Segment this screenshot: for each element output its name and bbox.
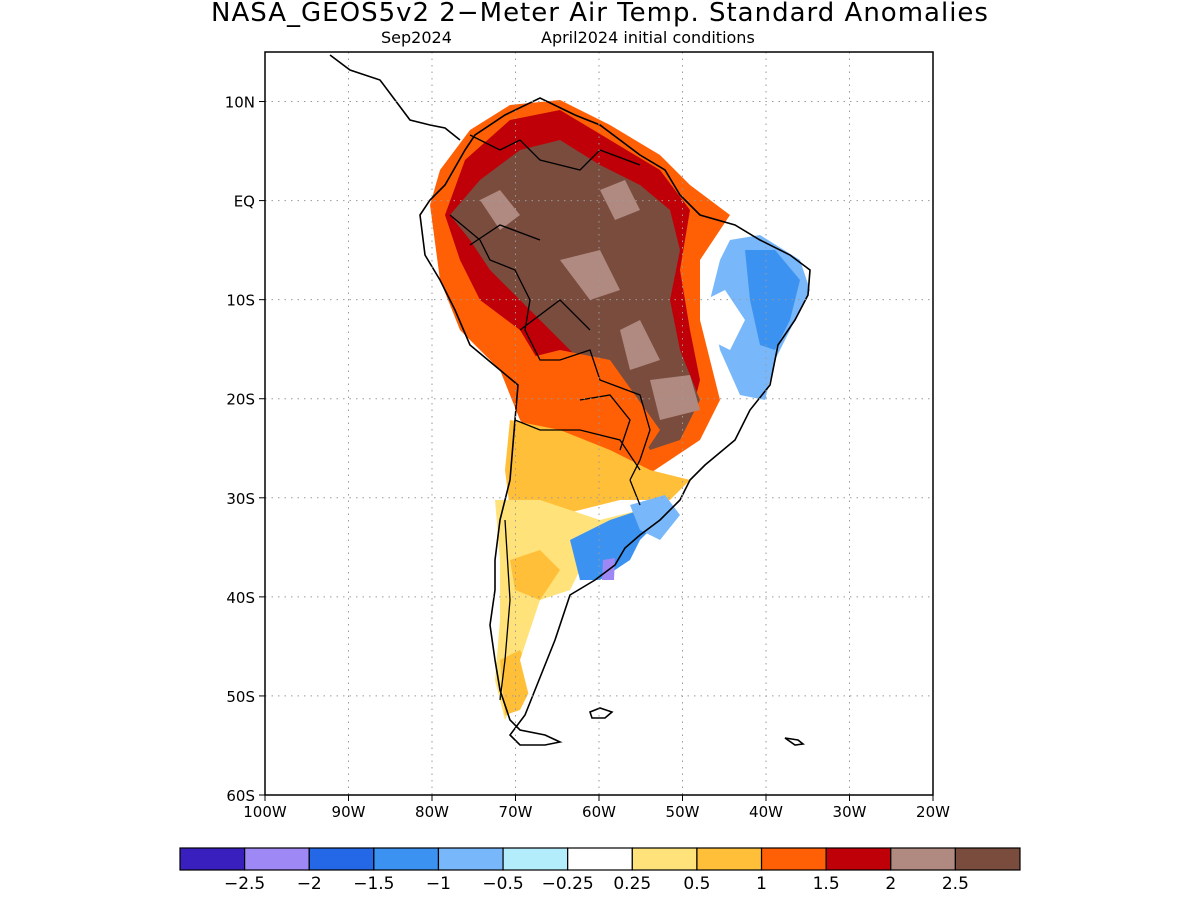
colorbar-label: −0.25 (541, 874, 594, 894)
colorbar-label: 2.5 (941, 874, 969, 894)
country-borders (449, 134, 651, 701)
graticule (265, 52, 933, 795)
colorbar-label: 0.5 (683, 874, 711, 894)
lat-tick-label: EQ (234, 193, 255, 211)
lon-tick-label: 60W (582, 803, 616, 821)
colorbar-swatch (244, 847, 310, 871)
lat-tick-label: 10S (226, 292, 255, 310)
colorbar-swatch (890, 847, 956, 871)
colorbar-label: 2 (885, 874, 897, 894)
lat-tick-label: 50S (226, 688, 255, 706)
colorbar-label: −1 (425, 874, 451, 894)
lat-tick-label: 20S (226, 391, 255, 409)
valid-month: Sep2024 (381, 28, 452, 47)
colorbar-swatch (437, 847, 504, 871)
axis-ticks: 100W 90W 80W 70W 60W 50W 40W 30W 20W 10N EQ 10S 20S 3… (225, 94, 950, 821)
anomaly-region-blue-uruguay (630, 495, 680, 540)
anomaly-field-layer (430, 100, 810, 720)
colorbar-swatch (373, 847, 440, 871)
colorbar-label: 0.25 (613, 874, 652, 894)
anomaly-region-white-northeast (705, 290, 745, 350)
colorbar-swatch (502, 847, 569, 871)
lon-tick-label: 30W (833, 803, 867, 821)
lon-tick-label: 70W (499, 803, 533, 821)
colorbar (179, 847, 1021, 871)
lat-tick-label: 40S (226, 589, 255, 607)
colorbar-swatch (631, 847, 698, 871)
anomaly-region-amber-subtropics (505, 420, 690, 520)
anomaly-region-blue-pampas (570, 510, 660, 580)
colorbar-swatch (567, 847, 633, 871)
colorbar-swatch (825, 847, 892, 871)
lon-tick-label: 50W (666, 803, 700, 821)
lon-tick-label: 80W (415, 803, 449, 821)
south-america-coastline (419, 97, 811, 746)
coastline-layer (329, 54, 811, 746)
lon-tick-label: 100W (243, 803, 287, 821)
colorbar-label: −2.5 (223, 874, 266, 894)
lat-tick-label: 60S (226, 787, 255, 805)
lon-tick-label: 20W (916, 803, 950, 821)
colorbar-label: −1.5 (353, 874, 395, 894)
central-america-coastline (329, 54, 461, 141)
initial-conditions: April2024 initial conditions (541, 28, 755, 47)
colorbar-swatch (760, 847, 827, 871)
colorbar-label: 1.5 (812, 874, 840, 894)
lon-tick-label: 90W (332, 803, 366, 821)
colorbar-swatch (696, 847, 763, 871)
lat-tick-label: 30S (226, 490, 255, 508)
colorbar-label: 1 (756, 874, 767, 894)
falkland-islands (589, 707, 614, 719)
colorbar-swatch (954, 847, 1021, 871)
lon-tick-label: 40W (749, 803, 783, 821)
lat-tick-label: 10N (225, 94, 255, 112)
colorbar-label: −0.5 (482, 874, 524, 894)
colorbar-swatch (308, 847, 375, 871)
anomaly-region-amber-patagonia (500, 550, 560, 715)
colorbar-label: −2 (296, 874, 322, 894)
map-title: NASA_GEOS5v2 2−Meter Air Temp. Standard … (211, 0, 989, 28)
colorbar-swatch (179, 847, 246, 871)
anomaly-region-white-patagonia (520, 590, 570, 700)
south-georgia (784, 737, 805, 746)
